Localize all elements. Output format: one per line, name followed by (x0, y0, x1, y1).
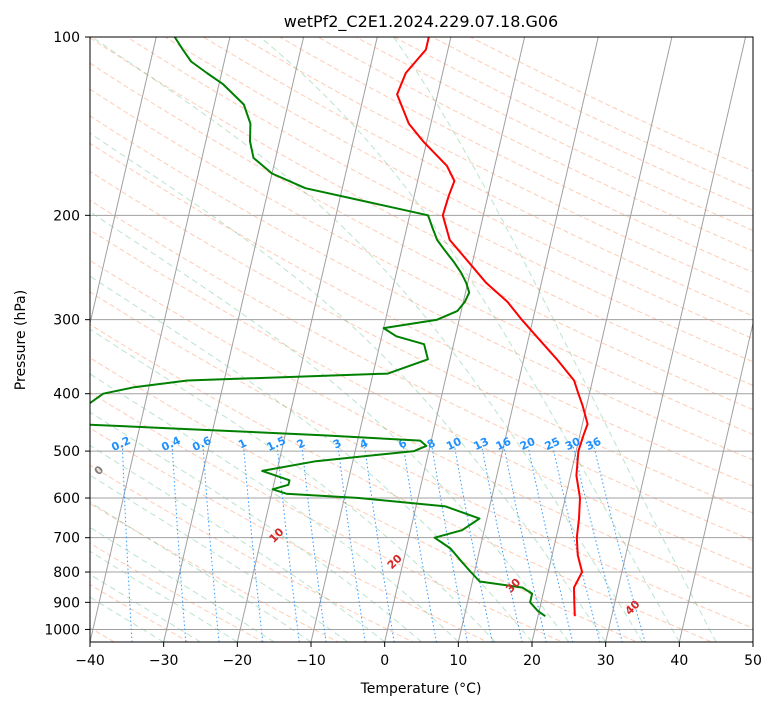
moist-adiabats (90, 37, 717, 642)
y-tick-label: 100 (53, 30, 80, 46)
x-tick-label: 50 (744, 653, 762, 669)
isotherm-line (605, 37, 747, 642)
isotherm-line (457, 37, 599, 642)
isotherms (90, 37, 753, 642)
dry-adiabat-line (90, 542, 265, 642)
dry-adiabat-line (90, 291, 753, 629)
x-tick-label: 40 (670, 653, 688, 669)
moist-adiabat-line (90, 373, 459, 642)
x-tick-label: 30 (597, 653, 615, 669)
isotherm-line (531, 37, 673, 642)
mixing-ratio-line (364, 445, 395, 642)
moist-adiabat-line (90, 444, 385, 642)
dry-adiabat-line (126, 37, 753, 363)
x-axis-ticks: −40 −30 −20 −10 0 10 20 30 40 50 (75, 642, 762, 669)
profile-series (90, 37, 589, 618)
dry-adiabat-line (316, 37, 753, 252)
mixing-ratio-line (171, 445, 187, 642)
moist-adiabat-line (91, 37, 643, 642)
moist-adiabat-line (90, 596, 164, 642)
isotherm-line (90, 37, 157, 326)
mixing-ratio-line (431, 445, 468, 642)
y-tick-label: 900 (53, 595, 80, 611)
dewpoint-profile-line (90, 37, 546, 618)
mixing-ratio-label: 20 (518, 435, 538, 453)
dry-adiabat-line (431, 37, 753, 191)
moist-adiabat-line (90, 132, 607, 642)
temperature-profile-line (396, 37, 589, 617)
x-axis-label: Temperature (°C) (360, 681, 482, 697)
x-tick-label: 20 (523, 653, 541, 669)
dry-adiabat-line (278, 37, 753, 273)
mixing-ratio-label: 10 (444, 435, 464, 453)
y-tick-label: 500 (53, 444, 80, 460)
y-tick-label: 600 (53, 491, 80, 507)
isobars (90, 37, 753, 630)
x-tick-label: −40 (75, 653, 105, 669)
dry-adiabat-line (393, 37, 753, 211)
moist-adiabat-line (90, 411, 422, 642)
y-tick-label: 800 (53, 565, 80, 581)
isotherm-line (384, 37, 526, 642)
dry-adiabat-line (90, 259, 753, 599)
y-tick-label: 400 (53, 387, 80, 403)
y-axis-ticks: 100 200 300 400 500 600 700 800 900 1000 (44, 30, 90, 638)
dry-adiabat-line (90, 170, 753, 514)
mixing-ratio-line (301, 445, 327, 642)
dry-adiabat-line (90, 37, 753, 386)
mixing-ratio-label: 13 (472, 435, 491, 453)
mixing-ratio-line (337, 445, 366, 642)
x-tick-label: −20 (223, 653, 253, 669)
mixing-ratio-line (202, 445, 220, 642)
plot-frame (89, 36, 754, 643)
x-tick-label: 0 (380, 653, 389, 669)
moist-adiabat-line (90, 573, 201, 642)
mixing-ratio-line (276, 445, 300, 642)
dry-adiabat-line (90, 229, 753, 570)
mixing-ratio-label: 25 (543, 435, 562, 453)
isotherm-line (678, 321, 753, 642)
dry-adiabats (90, 37, 753, 642)
chart-title: wetPf2_C2E1.2024.229.07.18.G06 (284, 12, 558, 32)
y-axis-label: Pressure (hPa) (13, 290, 29, 390)
dry-adiabat-line (354, 37, 753, 232)
dry-adiabat-line (90, 357, 639, 642)
moist-adiabat-line (90, 550, 238, 642)
mixing-ratio-line (481, 445, 523, 642)
mixing-ratio-label: 16 (494, 435, 514, 453)
dry-adiabat-line (90, 115, 753, 461)
mixing-ratio-line (121, 445, 133, 642)
y-tick-label: 1000 (44, 622, 80, 638)
moist-adiabat-line (90, 328, 496, 642)
x-tick-label: −30 (149, 653, 179, 669)
dry-adiabat-line (90, 427, 489, 642)
y-tick-label: 700 (53, 531, 80, 547)
isotherm-line (310, 37, 452, 642)
isotherm-line (163, 37, 305, 642)
mixing-ratio-line (593, 445, 646, 642)
mixing-ratio-line (454, 445, 493, 642)
moist-adiabat-line (393, 37, 717, 642)
y-tick-label: 300 (53, 313, 80, 329)
mixing-ratio-line (243, 445, 264, 642)
y-tick-label: 200 (53, 208, 80, 224)
isotherm-line (90, 37, 231, 642)
mixing-ratio-label: 30 (563, 435, 583, 453)
isotherm-line (236, 37, 378, 642)
moist-adiabat-line (90, 211, 570, 642)
dry-adiabat-line (90, 88, 753, 436)
moist-adiabat-line (90, 275, 533, 642)
moist-adiabat-line (90, 474, 349, 642)
dry-adiabat-line (90, 391, 564, 642)
dry-adiabat-line (90, 502, 340, 642)
dry-adiabat-line (90, 323, 714, 642)
mixing-ratio-label: 36 (584, 435, 604, 453)
dry-adiabat-line (90, 464, 415, 642)
x-tick-label: −10 (296, 653, 326, 669)
x-tick-label: 10 (449, 653, 467, 669)
